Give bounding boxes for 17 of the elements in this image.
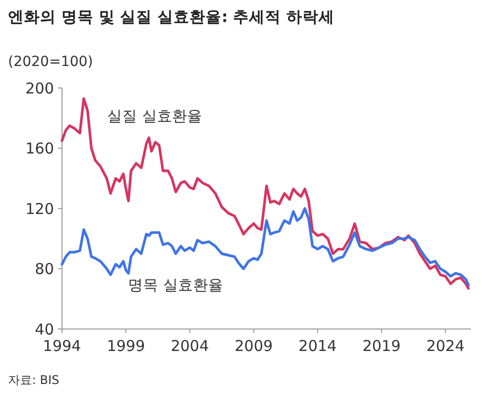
x-tick-label: 2024 (426, 337, 465, 355)
text: 자료: BIS (8, 373, 60, 387)
chart-title: 엔화의 명목 및 실질 실효환율: 추세적 하락세 (8, 8, 335, 26)
x-tick-label: 2004 (170, 337, 209, 355)
x-tick-label: 2019 (362, 337, 401, 355)
y-axis-title: (2020=100) (8, 54, 94, 70)
y-tick-label: 40 (34, 320, 54, 338)
y-tick-label: 80 (34, 260, 54, 278)
series-label: 실질 실효환율 (107, 107, 202, 125)
x-tick-label: 1994 (42, 337, 82, 355)
x-tick-label: 2009 (234, 337, 273, 355)
y-tick-label: 200 (25, 79, 54, 98)
x-tick-label: 1999 (106, 337, 145, 355)
y-tick-label: 160 (25, 140, 54, 158)
x-tick-label: 2014 (298, 337, 337, 355)
series-label: 명목 실효환율 (128, 276, 223, 294)
y-tick-label: 120 (25, 200, 54, 218)
